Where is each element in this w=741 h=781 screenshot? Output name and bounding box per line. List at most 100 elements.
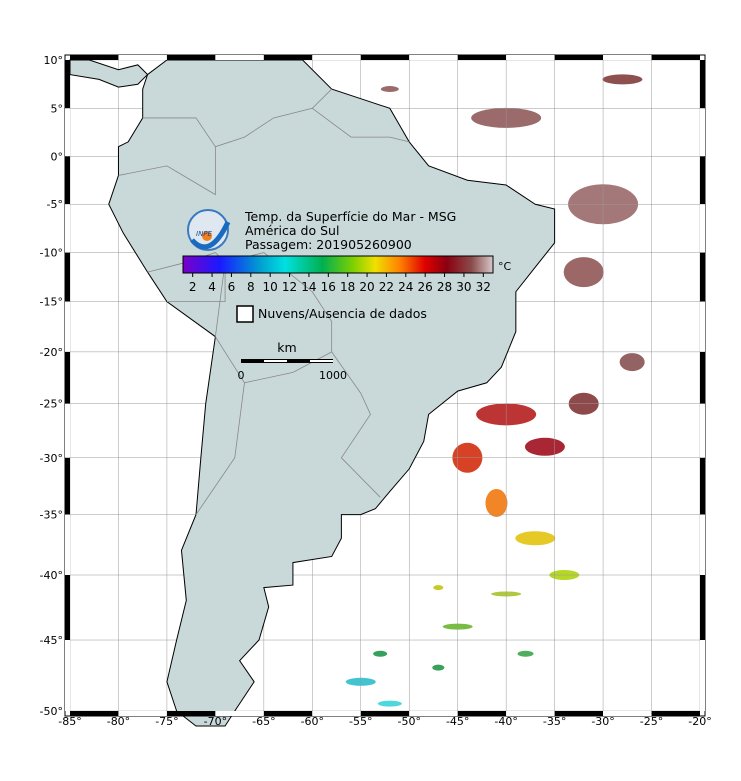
legend-label: Nuvens/Ausencia de dados — [258, 306, 427, 321]
frame-segment — [65, 108, 70, 157]
x-tick-label: -70° — [204, 715, 227, 728]
frame-segment — [263, 711, 313, 716]
sst-patch — [563, 257, 604, 288]
logo-swoosh — [190, 220, 231, 250]
x-tick-label: -25° — [640, 715, 663, 728]
x-tick-label: -85° — [58, 715, 81, 728]
frame-segment — [700, 60, 705, 109]
frame-segment — [700, 514, 705, 576]
frame-segment — [457, 55, 507, 60]
legend-swatch — [236, 305, 254, 323]
border — [215, 336, 381, 498]
y-tick-label: -10° — [40, 247, 63, 260]
y-tick-label: -30° — [40, 452, 63, 465]
y-tick-label: 5° — [51, 102, 64, 115]
y-tick-label: -5° — [47, 198, 63, 211]
frame-segment — [65, 301, 70, 352]
x-tick-label: -40° — [494, 715, 517, 728]
x-tick-label: -55° — [349, 715, 372, 728]
y-tick-label: -20° — [40, 346, 63, 359]
border — [142, 117, 216, 147]
colorbar-tick-label: 22 — [379, 280, 394, 294]
frame-segment — [700, 640, 705, 711]
border — [147, 252, 226, 337]
frame-segment — [700, 403, 705, 458]
frame-segment — [65, 457, 70, 515]
colorbar-tick-label: 14 — [301, 280, 316, 294]
scale-bar-segment — [264, 360, 287, 362]
frame-segment — [457, 711, 507, 716]
colorbar-tick-label: 20 — [359, 280, 374, 294]
border — [195, 382, 245, 515]
y-tick-label: -15° — [40, 296, 63, 309]
frame-segment — [651, 711, 700, 716]
colorbar-unit: °C — [498, 260, 512, 273]
colorbar-ramp — [182, 255, 494, 274]
frame-segment — [700, 351, 705, 404]
frame-segment — [360, 55, 410, 60]
colorbar: 2 4 6 8 10 12 14 16 18 20 22 24 26 28 30 32°C — [182, 255, 512, 294]
legend: Nuvens/Ausencia de dados — [236, 305, 427, 323]
frame-segment — [65, 575, 70, 641]
frame: -85° -80° -75° -70° -65° -60° -55° -50° -45° -40°… — [40, 54, 712, 728]
frame-segment — [166, 55, 216, 60]
frame-segment — [65, 156, 70, 205]
scale-unit: km — [277, 340, 296, 355]
sst-patch — [485, 488, 508, 517]
frame-segment — [409, 55, 458, 60]
continent — [69, 59, 149, 88]
x-tick-label: -35° — [543, 715, 566, 728]
y-tick-label: -35° — [40, 509, 63, 522]
y-tick-label: 10° — [44, 54, 64, 67]
title-line: Passagem: 201905260900 — [245, 237, 412, 252]
colorbar-tick-label: 16 — [321, 280, 336, 294]
frame-segment — [118, 55, 167, 60]
sst-patch — [517, 650, 534, 657]
frame-segment — [263, 55, 313, 60]
frame-segment — [65, 204, 70, 253]
frame-segment — [65, 252, 70, 302]
frame-segment — [506, 55, 555, 60]
logo-sun — [202, 231, 212, 241]
frame-segment — [700, 457, 705, 515]
sst-patch — [373, 650, 388, 657]
colorbar-tick-label: 18 — [340, 280, 355, 294]
colorbar-tick-label: 8 — [247, 280, 255, 294]
x-tick-label: -75° — [155, 715, 178, 728]
y-tick-label: -45° — [40, 634, 63, 647]
scale-label: 0 — [238, 369, 245, 382]
y-tick-label: -25° — [40, 398, 63, 411]
frame-segment — [360, 711, 410, 716]
title-line: Temp. da Superfície do Mar - MSG — [244, 209, 456, 224]
colorbar-tick-label: 32 — [476, 280, 491, 294]
x-tick-label: -30° — [591, 715, 614, 728]
y-tick-label: -50° — [40, 705, 63, 718]
border — [166, 262, 226, 303]
sst-patch — [380, 86, 399, 93]
sst-patch — [619, 353, 645, 372]
frame-segment — [215, 55, 264, 60]
frame-segment — [554, 55, 604, 60]
frame-segment — [506, 711, 555, 716]
frame-segment — [65, 351, 70, 404]
colorbar-tick-label: 10 — [263, 280, 278, 294]
frame-segment — [70, 711, 119, 716]
frame-segment — [700, 156, 705, 205]
x-tick-label: -45° — [446, 715, 469, 728]
x-tick-label: -60° — [301, 715, 324, 728]
sst-patch — [524, 437, 565, 456]
scale-label: 1000 — [319, 369, 347, 382]
frame-segment — [65, 403, 70, 458]
colorbar-tick-label: 6 — [228, 280, 236, 294]
frame-segment — [312, 55, 361, 60]
colorbar-tick-label: 24 — [398, 280, 413, 294]
frame-segment — [312, 711, 361, 716]
colorbar-tick-label: 12 — [282, 280, 297, 294]
frame-segment — [65, 514, 70, 576]
frame-segment — [700, 252, 705, 302]
x-tick-label: -65° — [252, 715, 275, 728]
colorbar-tick-label: 28 — [437, 280, 452, 294]
y-tick-label: -40° — [40, 569, 63, 582]
scale-bar: km 0 1000 — [238, 340, 348, 382]
